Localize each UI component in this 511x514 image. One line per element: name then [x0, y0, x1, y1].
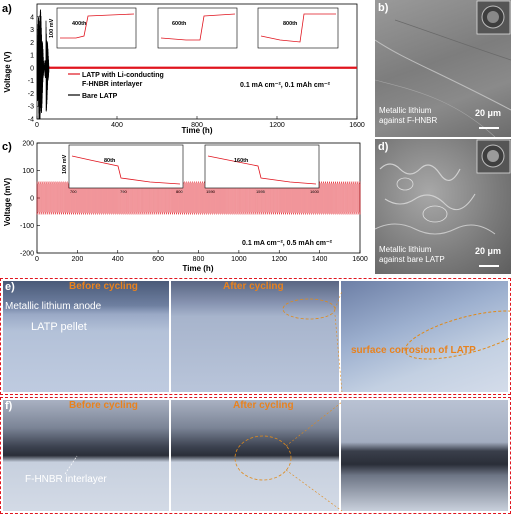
panel-c-inset-2-xtick-2: 1595: [256, 189, 266, 194]
panel-b-label: b): [378, 2, 389, 14]
panel-c-inset-1-xtick-2: 790: [120, 189, 127, 194]
panel-a-chart: a) Voltage (V) 4 3 2 1 0 -1 -2 -3 -4 0 400 800 1200…: [2, 3, 365, 135]
panel-c-xtick-6: 1200: [271, 256, 287, 263]
legend-item-black: Bare LATP: [82, 93, 118, 100]
panel-d-scale-bar: 20 μm: [475, 246, 502, 256]
panel-e-pellet-label: LATP pellet: [31, 321, 87, 333]
panel-a-inset-3-label: 800th: [283, 21, 298, 27]
panel-c-xtick-8: 1600: [352, 256, 368, 263]
panel-c-annotation: 0.1 mA cm⁻², 0.5 mAh cm⁻²: [242, 240, 333, 247]
panel-c-xtick-5: 1000: [231, 256, 247, 263]
panel-e-after-label: After cycling: [223, 281, 284, 292]
panel-e-corrosion-label: surface corrosion of LATP: [351, 345, 476, 356]
panel-a-xtick-3: 1200: [269, 122, 285, 129]
panel-c-label: c): [2, 141, 12, 153]
panel-c-inset-2-xtick-3: 1600: [310, 189, 320, 194]
panel-c-xtick-7: 1400: [312, 256, 328, 263]
panel-f-after-label: After cycling: [233, 400, 294, 411]
panel-c-xticks: 0 200 400 600 800 1000 1200 1400 1600: [35, 250, 368, 263]
panel-b-scale-bar: 20 μm: [475, 108, 502, 118]
panel-a-label: a): [2, 3, 12, 15]
panel-e-before-label: Before cycling: [69, 281, 138, 292]
panel-f-after-image: [171, 400, 339, 511]
panel-a-xticks: 0 400 800 1200 1600: [35, 116, 365, 129]
panel-e-label: e): [5, 281, 15, 293]
panel-d-label: d): [378, 141, 389, 153]
panel-a-inset-2: 600th: [157, 7, 238, 49]
panel-c-ytick-2: 0: [30, 196, 34, 203]
panel-a-ytick-8: -4: [28, 117, 34, 124]
panel-e-after-image: [171, 281, 339, 392]
panel-e-frame: e) Before cycling After cycling Metallic…: [0, 278, 511, 395]
panel-a-xlabel: Time (h): [182, 126, 213, 135]
panel-f-frame: f) Before cycling After cycling F-HNBR i…: [0, 397, 511, 514]
legend-item-red-line2: F-HNBR interlayer: [82, 81, 143, 88]
panel-f-before-image: [3, 400, 169, 511]
panel-c-xtick-3: 600: [152, 256, 164, 263]
panel-a-xtick-2: 800: [191, 122, 203, 129]
panel-d-caption-line1: Metallic lithium: [379, 245, 432, 254]
panel-e-zoom-image: [341, 281, 508, 392]
panel-c-xtick-0: 0: [35, 256, 39, 263]
panel-c-inset-2: 160th 1590 1595 1600: [204, 144, 320, 194]
panel-a-inset-1: 400th 100 mV: [49, 7, 137, 49]
panel-a-xtick-4: 1600: [349, 122, 365, 129]
panel-a-ytick-5: -1: [28, 78, 34, 85]
panel-c-ytick-4: -200: [20, 251, 34, 258]
panel-c-yticks: 200 100 0 -100 -200: [20, 141, 40, 258]
panel-a-ylabel: Voltage (V): [3, 51, 12, 93]
panel-a-ytick-0: 4: [30, 14, 34, 21]
panel-c-ytick-1: 100: [22, 168, 34, 175]
panel-c-inset-2-xtick-1: 1590: [206, 189, 216, 194]
panel-c-xlabel: Time (h): [183, 264, 214, 273]
panel-f-interlayer-label: F-HNBR interlayer: [25, 474, 107, 485]
panel-a-ytick-4: 0: [30, 65, 34, 72]
legend-item-red: LATP with Li-conducting: [82, 72, 164, 79]
panel-c-inset-2-label: 160th: [234, 158, 249, 164]
panel-a-legend: LATP with Li-conducting F-HNBR interlaye…: [68, 72, 164, 100]
panel-c-inset-1-label: 80th: [104, 158, 116, 164]
panel-b-caption-line2: against F-HNBR: [379, 116, 438, 125]
panel-a-xtick-1: 400: [111, 122, 123, 129]
panel-c-inset-1-xtick-3: 800: [176, 189, 183, 194]
panel-a-series-black: [36, 9, 50, 120]
panel-f-before-label: Before cycling: [69, 400, 138, 411]
panel-c-xtick-2: 400: [112, 256, 124, 263]
panel-e-anode-label: Metallic lithium anode: [5, 301, 102, 312]
panel-c-ylabel: Voltage (mV): [3, 178, 12, 227]
panel-a-xtick-0: 0: [35, 122, 39, 129]
panel-a-annotation: 0.1 mA cm⁻², 0.1 mAh cm⁻²: [240, 82, 331, 89]
panel-c-ytick-3: -100: [20, 223, 34, 230]
panel-c-ytick-0: 200: [22, 141, 34, 148]
panel-a-ytick-2: 2: [30, 40, 34, 47]
panel-c-xtick-1: 200: [72, 256, 84, 263]
panel-a-inset-2-label: 600th: [172, 21, 187, 27]
panel-a-inset-1-ylabel: 100 mV: [49, 18, 55, 38]
panel-b-sem-image: b) Metallic lithium against F-HNBR 20 μm: [375, 0, 511, 137]
panel-c-inset-1-ylabel: 100 mV: [62, 154, 68, 174]
panel-f-zoom-image: [341, 400, 508, 511]
panel-f-label: f): [5, 400, 13, 412]
panel-b-caption-line1: Metallic lithium: [379, 106, 432, 115]
panel-a-ytick-7: -3: [28, 104, 34, 111]
panel-e-before-image: [3, 281, 169, 392]
panel-a-inset-3: 800th: [257, 7, 339, 49]
panel-c-inset-1: 80th 100 mV 700 790 800: [62, 144, 183, 194]
panel-d-sem-image: d) Metallic lithium against bare LATP 20…: [375, 139, 511, 274]
panel-c-xtick-4: 800: [193, 256, 205, 263]
panel-d-caption-line2: against bare LATP: [379, 255, 445, 264]
panel-a-ytick-6: -2: [28, 91, 34, 98]
panel-a-inset-1-label: 400th: [72, 21, 87, 27]
panel-a-ytick-3: 1: [30, 53, 34, 60]
panel-c-inset-1-xtick-1: 700: [70, 189, 77, 194]
panel-a-ytick-1: 3: [30, 27, 34, 34]
